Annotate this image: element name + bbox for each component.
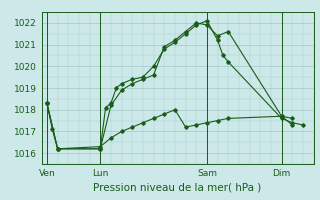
X-axis label: Pression niveau de la mer( hPa ): Pression niveau de la mer( hPa ) [93,182,262,192]
